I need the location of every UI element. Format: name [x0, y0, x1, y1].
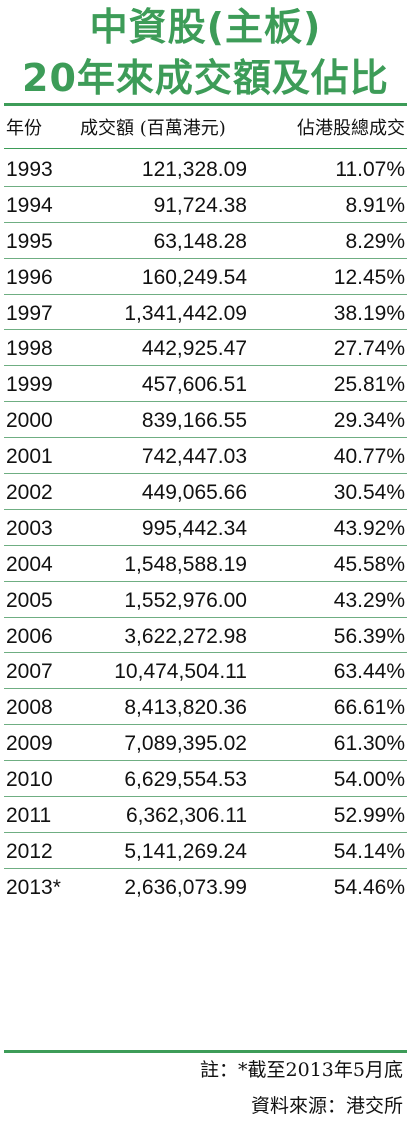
- cell-share: 54.00%: [333, 768, 405, 792]
- cell-volume: 995,442.34: [141, 516, 247, 540]
- cell-volume: 7,089,395.02: [124, 732, 247, 756]
- cell-share: 56.39%: [333, 624, 405, 648]
- cell-share: 38.19%: [333, 301, 405, 325]
- cell-volume: 121,328.09: [141, 158, 247, 181]
- cell-year: 1993: [6, 158, 53, 181]
- cell-year: 2003: [6, 516, 53, 540]
- cell-share: 8.91%: [345, 193, 405, 217]
- cell-year: 2000: [6, 409, 53, 433]
- cell-year: 2013*: [6, 875, 61, 899]
- cell-year: 1999: [6, 373, 53, 397]
- cell-share: 66.61%: [333, 696, 405, 720]
- table-body: 1993 121,328.09 11.07% 1994 91,724.38 8.91% 19…: [4, 151, 407, 905]
- title-line-2: 20年來成交額及佔比: [22, 56, 389, 100]
- header-share: 佔港股總成交: [297, 118, 405, 139]
- table-row: 2007 10,474,504.11 63.44%: [4, 653, 407, 690]
- table-row: 1995 63,148.28 8.29%: [4, 223, 407, 259]
- cell-year: 1994: [6, 193, 53, 217]
- cell-year: 2009: [6, 732, 53, 756]
- cell-year: 2006: [6, 624, 53, 648]
- cell-year: 1996: [6, 265, 53, 289]
- table-row: 2001 742,447.03 40.77%: [4, 438, 407, 475]
- header-year: 年份: [6, 118, 42, 139]
- cell-year: 1997: [6, 301, 53, 325]
- table-row: 2002 449,065.66 30.54%: [4, 474, 407, 510]
- cell-volume: 1,548,588.19: [124, 552, 247, 576]
- cell-share: 63.44%: [333, 660, 405, 684]
- cell-volume: 10,474,504.11: [114, 660, 247, 684]
- cell-volume: 1,341,442.09: [124, 301, 247, 325]
- cell-volume: 2,636,073.99: [124, 875, 247, 899]
- source-note: 資料來源：港交所: [250, 1095, 403, 1117]
- cell-year: 2010: [6, 768, 53, 792]
- table-row: 2008 8,413,820.36 66.61%: [4, 689, 407, 726]
- bottom-rule: [4, 1050, 407, 1053]
- cell-volume: 6,629,554.53: [124, 768, 247, 792]
- cell-volume: 63,148.28: [153, 229, 247, 253]
- cell-share: 12.45%: [333, 265, 405, 289]
- cell-share: 25.81%: [333, 373, 405, 397]
- cell-year: 2008: [6, 696, 53, 720]
- cell-year: 2012: [6, 839, 53, 863]
- cell-volume: 6,362,306.11: [125, 804, 247, 828]
- table-row: 1994 91,724.38 8.91%: [4, 187, 407, 223]
- cell-volume: 457,606.51: [141, 373, 247, 397]
- cell-share: 43.92%: [333, 516, 405, 540]
- cell-share: 54.46%: [333, 875, 405, 899]
- table-row: 1998 442,925.47 27.74%: [4, 330, 407, 367]
- cell-year: 2011: [6, 804, 52, 828]
- cell-share: 8.29%: [345, 229, 405, 253]
- cell-volume: 160,249.54: [141, 265, 247, 289]
- table-row: 1993 121,328.09 11.07%: [4, 151, 407, 187]
- cell-volume: 3,622,272.98: [124, 624, 247, 648]
- table-row: 2000 839,166.55 29.34%: [4, 402, 407, 439]
- cell-share: 30.54%: [333, 481, 405, 505]
- cell-volume: 8,413,820.36: [124, 696, 247, 720]
- cell-share: 61.30%: [333, 732, 405, 756]
- cell-share: 54.14%: [333, 839, 405, 863]
- cell-year: 2002: [6, 481, 53, 505]
- cell-share: 11.07%: [335, 158, 405, 181]
- footnote: 註：*截至2013年5月底: [200, 1059, 403, 1081]
- cell-year: 2001: [6, 445, 53, 469]
- cell-year: 2007: [6, 660, 53, 684]
- table-row: 1997 1,341,442.09 38.19%: [4, 295, 407, 331]
- table-row: 1999 457,606.51 25.81%: [4, 366, 407, 403]
- table-row: 2012 5,141,269.24 54.14%: [4, 833, 407, 869]
- table-row: 2005 1,552,976.00 43.29%: [4, 582, 407, 618]
- cell-share: 29.34%: [333, 409, 405, 433]
- table-row: 2003 995,442.34 43.92%: [4, 510, 407, 546]
- cell-volume: 5,141,269.24: [124, 839, 247, 863]
- cell-volume: 449,065.66: [141, 481, 247, 505]
- table-row: 2006 3,622,272.98 56.39%: [4, 618, 407, 654]
- table-row: 2010 6,629,554.53 54.00%: [4, 761, 407, 798]
- table-row: 2009 7,089,395.02 61.30%: [4, 725, 407, 762]
- header-rule: [4, 148, 407, 149]
- cell-volume: 742,447.03: [141, 445, 247, 469]
- cell-year: 1998: [6, 337, 53, 361]
- cell-volume: 91,724.38: [153, 193, 247, 217]
- cell-share: 40.77%: [333, 445, 405, 469]
- cell-volume: 442,925.47: [141, 337, 247, 361]
- table-row: 2004 1,548,588.19 45.58%: [4, 546, 407, 582]
- cell-volume: 839,166.55: [141, 409, 247, 433]
- top-rule: [4, 103, 407, 106]
- cell-share: 43.29%: [333, 588, 405, 612]
- table-row: 1996 160,249.54 12.45%: [4, 259, 407, 295]
- cell-year: 1995: [6, 229, 53, 253]
- cell-share: 45.58%: [333, 552, 405, 576]
- table-row: 2011 6,362,306.11 52.99%: [4, 797, 407, 833]
- cell-share: 27.74%: [333, 337, 405, 361]
- header-volume: 成交額 (百萬港元): [80, 118, 226, 139]
- cell-volume: 1,552,976.00: [124, 588, 247, 612]
- cell-year: 2005: [6, 588, 53, 612]
- cell-share: 52.99%: [333, 804, 405, 828]
- table-row: 2013* 2,636,073.99 54.46%: [4, 869, 407, 905]
- title-line-1: 中資股(主板): [89, 5, 322, 49]
- cell-year: 2004: [6, 552, 53, 576]
